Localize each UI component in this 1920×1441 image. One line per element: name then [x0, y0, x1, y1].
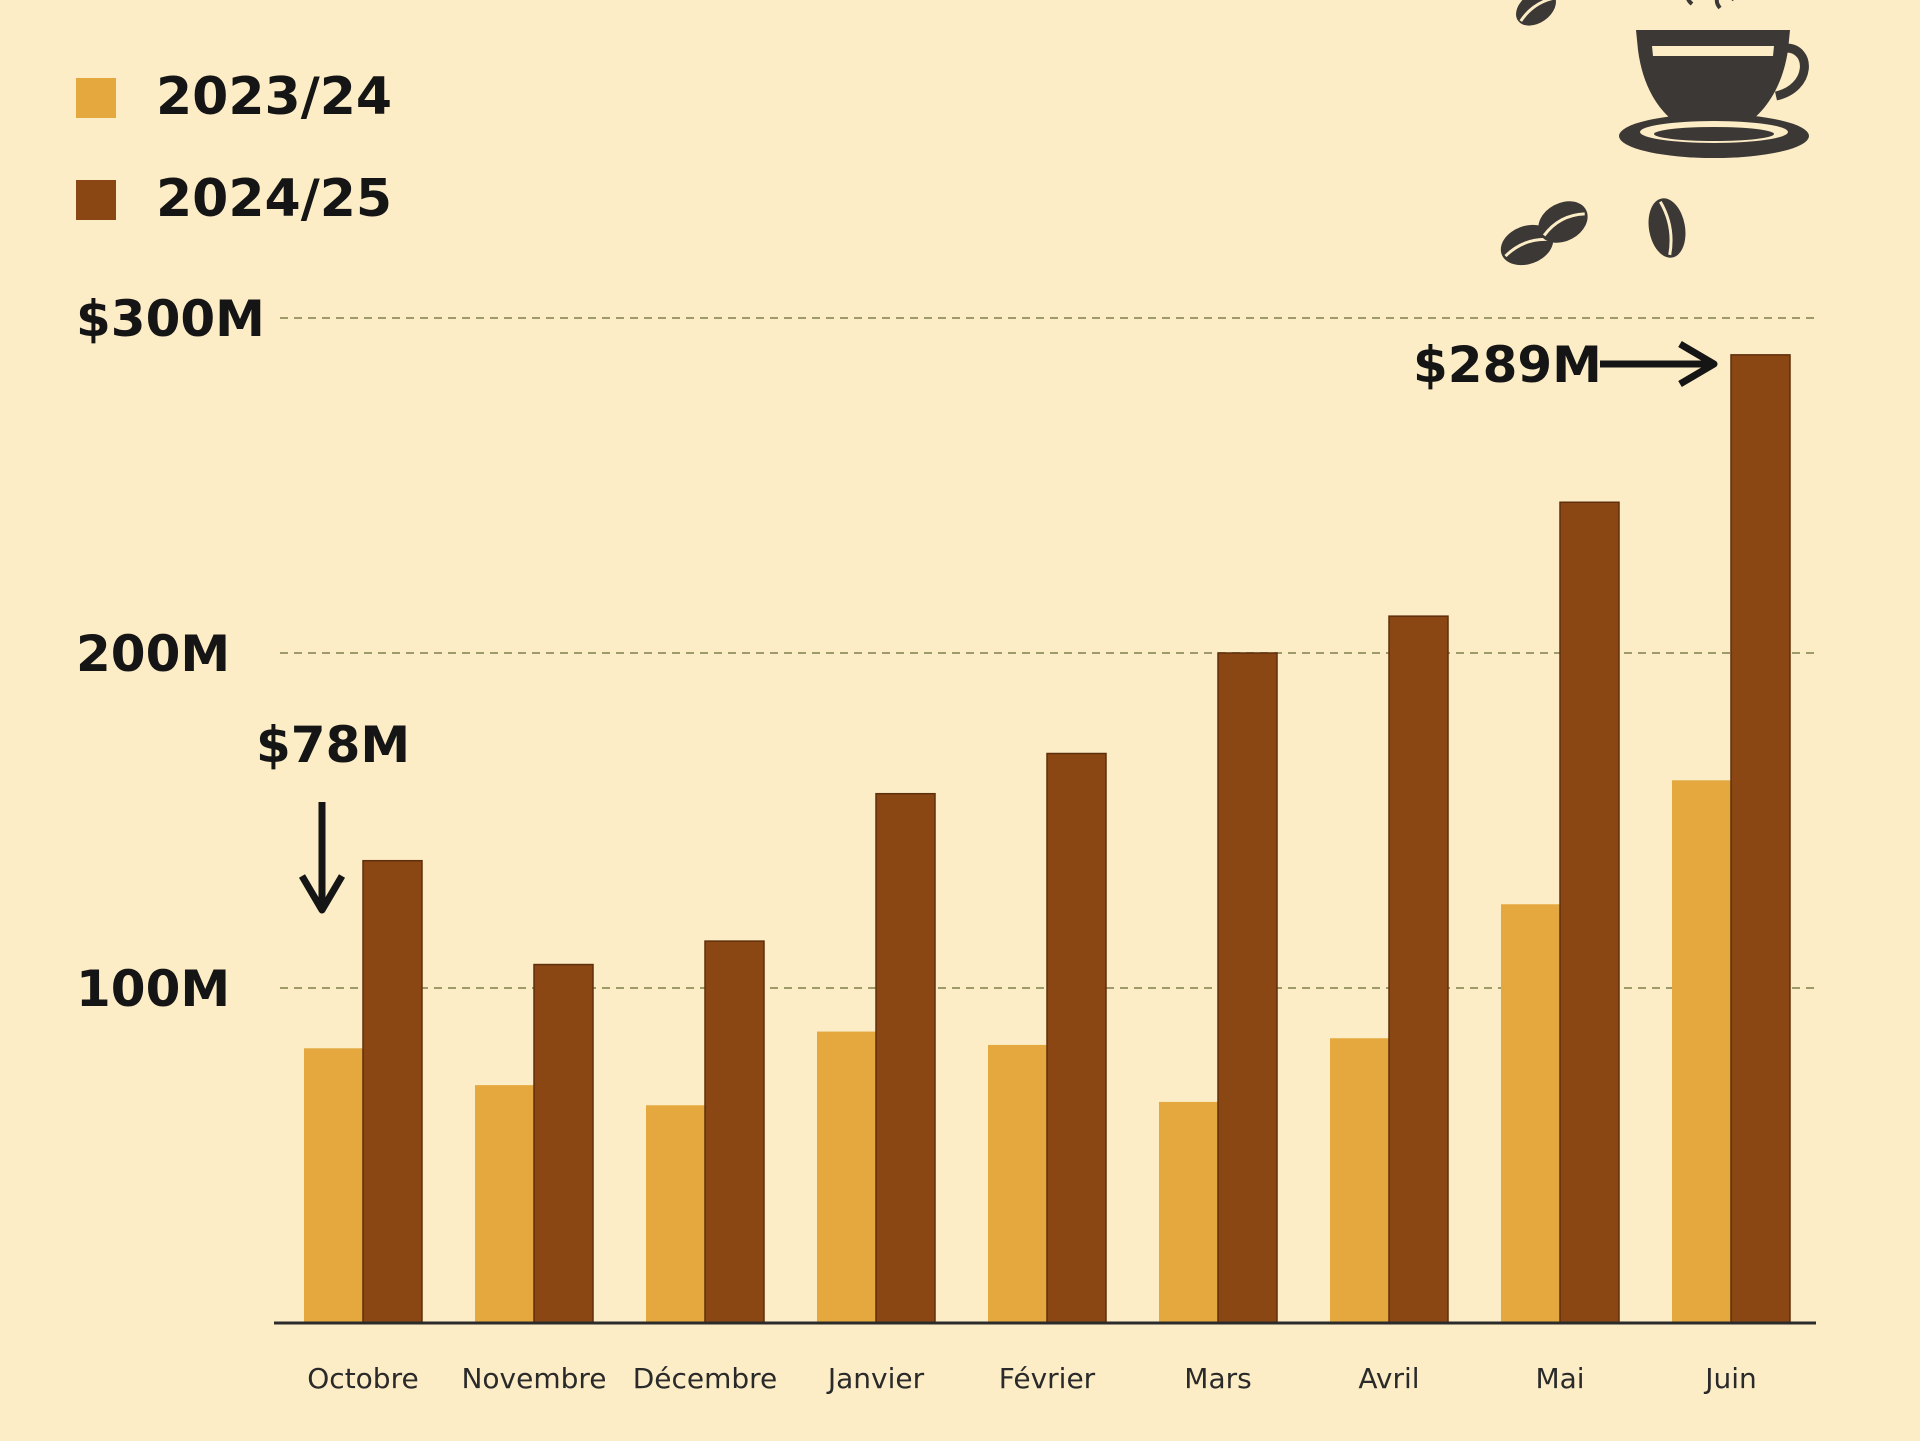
x-tick-label-mars: Mars [1184, 1362, 1251, 1395]
bar-2024-25-octobre [362, 859, 423, 1324]
legend-label-2024-25: 2024/25 [156, 169, 392, 229]
x-tick-label-octobre: Octobre [307, 1362, 418, 1395]
down-arrow-head-icon [298, 874, 346, 914]
bar-2023-24-decembre [646, 1105, 705, 1323]
x-tick-label-janvier: Janvier [826, 1362, 925, 1395]
bar-2024-25-fevrier [1046, 752, 1107, 1324]
bar-2024-25-decembre [704, 940, 765, 1324]
x-tick-label-decembre: Décembre [633, 1362, 778, 1395]
max-annotation: $289M [1413, 336, 1718, 394]
y-axis-tick-labels: $300M 200M 100M [76, 290, 265, 1018]
legend-swatch-2023-24 [76, 78, 116, 118]
y-tick-label-300: $300M [76, 290, 265, 348]
bar-2023-24-juin [1672, 780, 1731, 1323]
x-tick-label-avril: Avril [1358, 1362, 1419, 1395]
max-value-label: $289M [1413, 336, 1602, 394]
bar-2024-25-janvier [875, 792, 936, 1324]
bar-2023-24-avril [1330, 1038, 1389, 1323]
x-axis-tick-labels: Octobre Novembre Décembre Janvier Février Mar… [307, 1362, 1756, 1395]
bar-2023-24-janvier [817, 1031, 876, 1323]
y-tick-label-200: 200M [76, 625, 230, 683]
bar-2024-25-juin [1730, 354, 1791, 1324]
bar-2023-24-fevrier [988, 1044, 1047, 1323]
bar-2023-24-mars [1159, 1101, 1218, 1323]
x-tick-label-fevrier: Février [999, 1362, 1096, 1395]
right-arrow-head-icon [1678, 340, 1718, 388]
bar-2024-25-novembre [533, 963, 594, 1324]
coffee-bean-icon [1500, 0, 1686, 266]
legend: 2023/24 2024/25 [76, 67, 392, 229]
legend-swatch-2024-25 [76, 180, 116, 220]
bar-2023-24-octobre [304, 1048, 363, 1323]
x-tick-label-juin: Juin [1703, 1362, 1757, 1395]
bar-2023-24-novembre [475, 1085, 534, 1323]
y-tick-label-100: 100M [76, 960, 230, 1018]
min-value-label: $78M [256, 716, 410, 774]
bar-2023-24-mai [1501, 904, 1560, 1323]
x-tick-label-novembre: Novembre [461, 1362, 606, 1395]
legend-label-2023-24: 2023/24 [156, 67, 392, 127]
bar-2024-25-mars [1217, 652, 1278, 1324]
bar-2024-25-avril [1388, 615, 1449, 1324]
x-tick-label-mai: Mai [1535, 1362, 1584, 1395]
bars [304, 354, 1791, 1324]
min-annotation: $78M [256, 716, 410, 914]
coffee-cup-icon [1619, 0, 1809, 158]
bar-2024-25-mai [1559, 501, 1620, 1324]
